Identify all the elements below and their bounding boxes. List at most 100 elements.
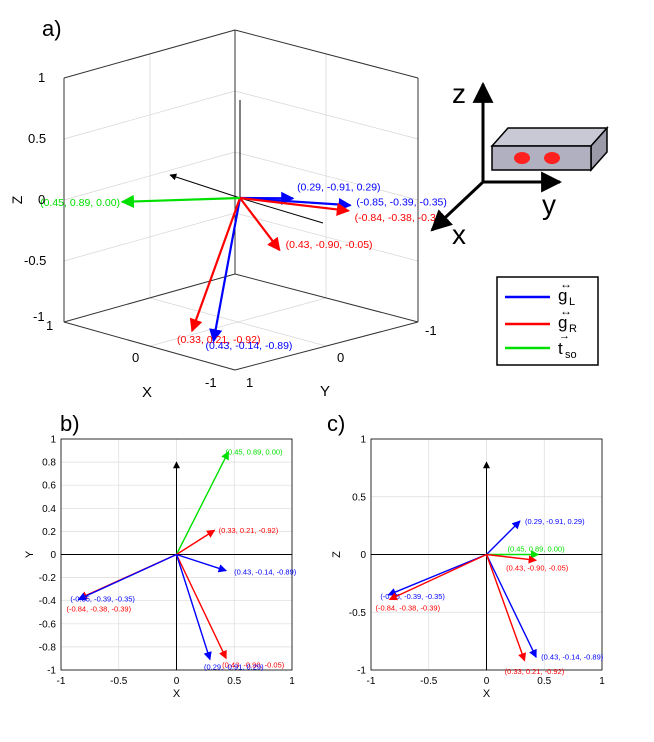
panel-label-a: a) bbox=[42, 16, 62, 41]
y-axis-label: Y bbox=[24, 550, 36, 558]
panel-label-c: c) bbox=[327, 411, 345, 436]
x-tick-label-4: 1 bbox=[289, 676, 295, 687]
y-tick-label-0: 1 bbox=[360, 435, 366, 446]
vector-gL-1 bbox=[77, 553, 177, 601]
vector-label-gL-0: (0.29, -0.91, 0.29) bbox=[525, 517, 585, 526]
vector-label-tso-0: (0.45, 0.89, 0.00) bbox=[225, 448, 283, 457]
vector-3d-tso-0 bbox=[120, 194, 241, 209]
vector-label-gL-0: (0.43, -0.14, -0.89) bbox=[234, 568, 297, 577]
x-tick-label-3: 0.5 bbox=[537, 676, 551, 687]
vector-gR-0 bbox=[176, 529, 216, 556]
legend-label-gL: g bbox=[558, 286, 567, 305]
x-tick-neg1: -1 bbox=[205, 375, 217, 390]
x-tick-label-1: -0.5 bbox=[110, 676, 128, 687]
panel-a-3d-plot: (0.29, -0.91, 0.29) (-0.85, -0.39, -0.35)… bbox=[9, 29, 447, 401]
z-tick-0.5: 0.5 bbox=[28, 131, 46, 146]
legend-label-tso: t bbox=[558, 339, 563, 358]
panel-b-xy-plot: -1 -0.5 0 0.5 1 1 0.8 0.6 0.4 0.2 0 -0.2 -0.4 -0.6 -0.… bbox=[24, 435, 297, 701]
legend-entry-tso: → t so bbox=[505, 330, 577, 361]
legend-entry-gL: ↔ g L bbox=[505, 277, 575, 308]
y-tick-label-4: 0.2 bbox=[42, 527, 56, 538]
device-y-label: y bbox=[542, 189, 556, 220]
vector-label-3d-tso-0: (0.45, 0.89, 0.00) bbox=[40, 197, 120, 209]
vector-label-gR-1: (-0.84, -0.38, -0.39) bbox=[66, 604, 131, 613]
legend: ↔ g L ↔ g R → t so bbox=[496, 276, 599, 366]
vector-label-3d-gL-1: (-0.85, -0.39, -0.35) bbox=[356, 196, 446, 208]
device-box-top bbox=[490, 127, 609, 147]
device-x-label: x bbox=[452, 219, 466, 250]
svg-text:↔: ↔ bbox=[560, 304, 572, 318]
y-tick-label-10: -1 bbox=[47, 666, 56, 677]
y-tick-label-0: 1 bbox=[50, 435, 56, 446]
x-tick-label-2: 0 bbox=[174, 676, 180, 687]
y-tick-label-7: -0.4 bbox=[39, 596, 57, 607]
vector-gR-1 bbox=[388, 553, 487, 601]
y-tick-label-9: -0.8 bbox=[39, 642, 57, 653]
vector-label-gL-2: (0.43, -0.14, -0.89) bbox=[541, 652, 604, 661]
vector-gR-2 bbox=[485, 554, 527, 662]
legend-label-gR: g bbox=[558, 313, 567, 332]
z-axis-label: Z bbox=[9, 195, 25, 204]
vector-gL-2 bbox=[175, 554, 212, 661]
vector-label-tso-0: (0.45, 0.89, 0.00) bbox=[507, 545, 565, 554]
vector-gL-1 bbox=[387, 553, 487, 596]
y-tick-label-8: -0.6 bbox=[39, 619, 57, 630]
vector-label-gL-1: (-0.85, -0.39, -0.35) bbox=[380, 592, 445, 601]
vector-tso-0 bbox=[175, 450, 230, 555]
x-axis-label: X bbox=[173, 688, 181, 700]
x-tick-0: 0 bbox=[132, 350, 139, 365]
vector-gL-2 bbox=[485, 554, 537, 659]
box-frame bbox=[63, 29, 419, 371]
y-tick-1: 1 bbox=[246, 375, 253, 390]
vector-label-3d-gR-2: (0.33, 0.21, -0.92) bbox=[177, 334, 260, 346]
vector-label-3d-gL-2: (0.43, -0.14, -0.89) bbox=[205, 340, 292, 352]
y-tick-0: 0 bbox=[337, 350, 344, 365]
x-tick-label-0: -1 bbox=[57, 676, 66, 687]
y-tick-label-1: 0.8 bbox=[42, 458, 56, 469]
x-axis-label: X bbox=[483, 688, 491, 700]
vector-label-3d-gR-1: (-0.84, -0.38, -0.39) bbox=[355, 212, 445, 224]
panel-label-b: b) bbox=[60, 411, 80, 436]
vector-3d-gR-2 bbox=[189, 197, 242, 333]
x-tick-label-3: 0.5 bbox=[227, 676, 241, 687]
legend-sub-tso: so bbox=[565, 349, 577, 361]
vector-label-gR-1: (-0.84, -0.38, -0.39) bbox=[375, 604, 440, 613]
device-dot-left bbox=[514, 152, 530, 164]
device-x-arrow bbox=[430, 180, 485, 232]
vector-label-gR-2: (0.43, -0.90, -0.05) bbox=[222, 660, 285, 669]
vector-label-3d-gL-0: (0.29, -0.91, 0.29) bbox=[297, 181, 380, 193]
y-tick-label-4: -1 bbox=[357, 666, 366, 677]
panel-c-xz-plot: -1 -0.5 0 0.5 1 1 0.5 0 -0.5 -1 X Z (0.29, -0.91, 0.… bbox=[331, 435, 605, 701]
grid-3d bbox=[63, 54, 419, 347]
x-axis-label-3d: X bbox=[142, 384, 152, 401]
y-tick-neg1: -1 bbox=[425, 323, 437, 338]
svg-text:→: → bbox=[559, 330, 570, 342]
x-tick-label-1: -0.5 bbox=[420, 676, 438, 687]
z-tick-neg0.5: -0.5 bbox=[24, 253, 46, 268]
vector-label-gL-2: (0.29, -0.91, 0.29) bbox=[204, 663, 264, 672]
vector-3d-gR-0 bbox=[239, 197, 281, 252]
vector-3d-gR-1 bbox=[239, 196, 350, 216]
device-z-label: z bbox=[452, 78, 466, 109]
vector-label-gR-2: (0.33, 0.21, -0.92) bbox=[505, 667, 565, 676]
y-axis-label-3d: Y bbox=[320, 383, 330, 400]
device-box-front bbox=[491, 145, 592, 171]
z-tick-1: 1 bbox=[38, 70, 45, 85]
legend-entry-gR: ↔ g R bbox=[505, 304, 577, 335]
vector-gL-0 bbox=[176, 553, 227, 573]
vector-label-gL-1: (-0.85, -0.39, -0.35) bbox=[70, 595, 135, 604]
vector-gL-0 bbox=[486, 520, 521, 555]
x-tick-label-4: 1 bbox=[599, 676, 605, 687]
svg-text:↔: ↔ bbox=[560, 277, 572, 291]
y-tick-label-2: 0 bbox=[360, 550, 366, 561]
x-tick-1: 1 bbox=[46, 318, 53, 333]
legend-sub-gR: R bbox=[569, 323, 577, 335]
x-tick-label-2: 0 bbox=[484, 676, 490, 687]
vector-gR-2 bbox=[175, 554, 227, 660]
z-tick-neg1: -1 bbox=[33, 309, 45, 324]
vector-label-gR-0: (0.33, 0.21, -0.92) bbox=[219, 526, 279, 535]
axis-arrows-3d bbox=[169, 100, 324, 224]
y-axis-label: Z bbox=[331, 551, 343, 558]
y-tick-label-6: -0.2 bbox=[39, 573, 57, 584]
